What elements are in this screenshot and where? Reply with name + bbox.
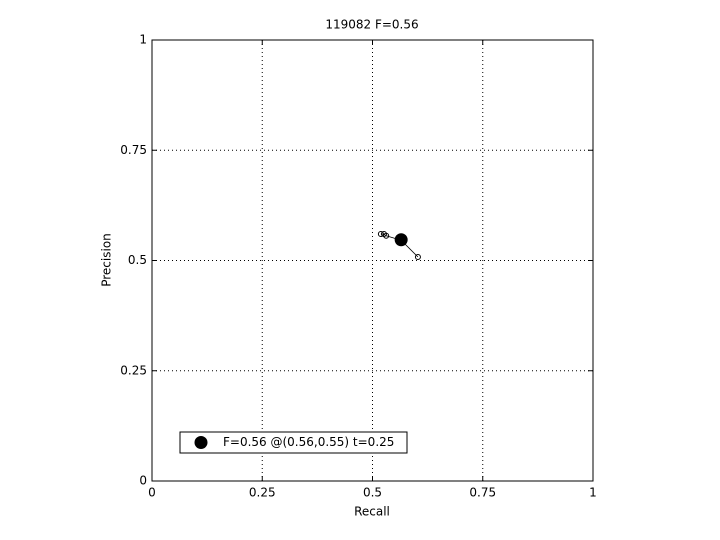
x-axis-label: Recall bbox=[354, 505, 390, 519]
marker bbox=[414, 253, 421, 260]
x-tick-label: 0.5 bbox=[363, 486, 382, 500]
legend-label: F=0.56 @(0.56,0.55) t=0.25 bbox=[223, 435, 394, 449]
y-tick-label: 1 bbox=[139, 33, 147, 47]
marker bbox=[383, 232, 390, 239]
marker bbox=[394, 233, 408, 247]
legend-marker bbox=[194, 436, 208, 449]
x-tick-label: 0.25 bbox=[249, 486, 276, 500]
y-tick-label: 0.25 bbox=[120, 363, 147, 377]
x-tick-label: 0 bbox=[148, 486, 156, 500]
marker bbox=[377, 231, 384, 238]
x-tick-label: 1 bbox=[589, 486, 597, 500]
y-tick-label: 0 bbox=[139, 474, 147, 488]
legend-box bbox=[179, 431, 408, 454]
y-tick-label: 0.5 bbox=[128, 253, 147, 267]
plot-frame bbox=[151, 39, 594, 482]
x-tick-label: 0.75 bbox=[469, 486, 496, 500]
y-tick-label: 0.75 bbox=[120, 143, 147, 157]
chart-title: 119082 F=0.56 bbox=[325, 18, 418, 32]
y-axis-label: Precision bbox=[100, 233, 114, 287]
